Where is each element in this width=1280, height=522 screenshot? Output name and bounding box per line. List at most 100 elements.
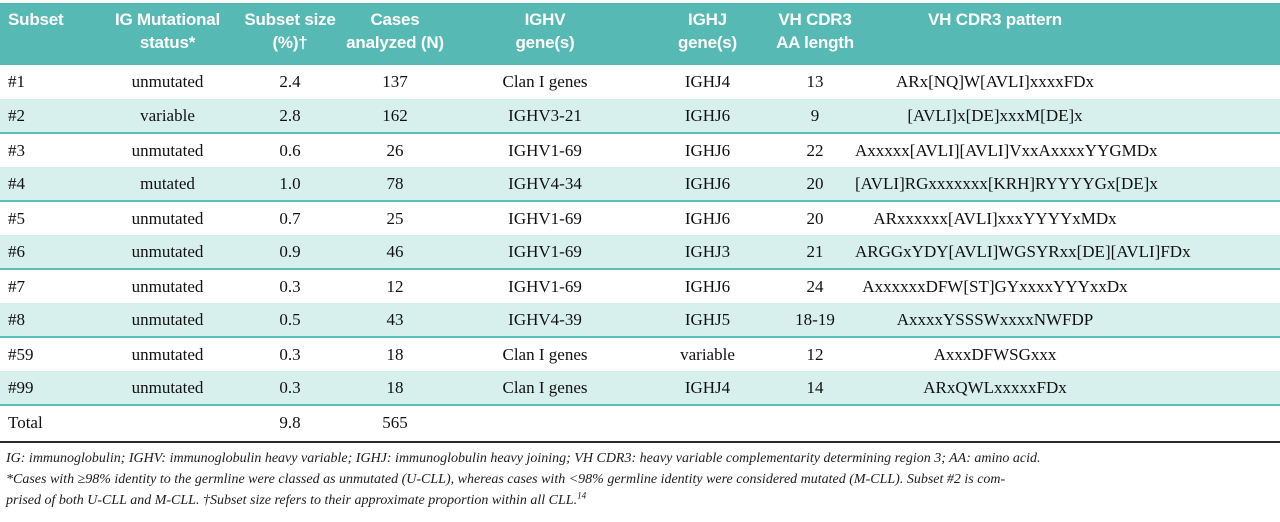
table-cell: 0.6 [279,140,301,160]
table-cell: unmutated [131,276,204,296]
table-cell: Total [8,412,43,432]
footnotes: IG: immunoglobulin; IGHV: immunoglobulin… [0,441,1280,511]
table-cell: Clan I genes [450,371,640,406]
col-header-ighv-genes: IGHV gene(s) [450,3,640,65]
table-header-row: Subset IG Mutational status* Subset size… [0,3,1280,65]
col-header-line: VH CDR3 [778,10,852,29]
table-cell: unmutated [95,371,240,406]
footnote-mutation-definition: *Cases with ≥98% identity to the germlin… [6,472,1006,487]
table-cell: IGHV1-69 [508,208,582,228]
table-cell: mutated [95,167,240,202]
table-cell: 9 [775,99,855,134]
table-cell: 20 [806,208,824,228]
cll-subsets-table: Subset IG Mutational status* Subset size… [0,3,1280,439]
table-cell: 18 [340,371,450,406]
table-cell: Clan I genes [502,344,588,364]
col-header-vh-cdr3-pattern: VH CDR3 pattern [855,3,1280,65]
table-cell: 25 [386,208,404,228]
table-row: #99 unmutated 0.3 18 Clan I genes IGHJ4 14 ARxQ… [0,371,1280,406]
table-cell: AxxxxxxDFW[ST]GYxxxxYYYxxDx [862,276,1128,296]
footnote-subset-size: prised of both U-CLL and M-CLL. †Subset … [6,490,1274,511]
table-row: #59 unmutated 0.3 18 Clan I genes variable 12 A… [0,337,1280,371]
total-row: Total 9.8 565 [0,405,1280,439]
table-cell [450,405,640,439]
footnote-abbreviations: IG: immunoglobulin; IGHV: immunoglobulin… [6,451,1041,466]
table-cell: 20 [775,167,855,202]
col-header-line: AA length [776,32,854,52]
table-cell: #59 [8,344,34,364]
table-cell: AxxxDFWSGxxx [933,344,1057,364]
table-row: #5 unmutated 0.7 25 IGHV1-69 IGHJ6 20 ARxxxxxx[… [0,201,1280,235]
table-cell: 21 [775,235,855,270]
table-cell: 24 [806,276,824,296]
table-cell: unmutated [95,303,240,338]
table-cell: [AVLI]RGxxxxxxx[KRH]RYYYYGx[DE]x [855,167,1280,202]
table-cell: ARxQWLxxxxxFDx [855,371,1280,406]
table-cell: AxxxxYSSSWxxxxNWFDP [855,303,1280,338]
table-cell: unmutated [131,208,204,228]
table-row: #2 variable 2.8 162 IGHV3-21 IGHJ6 9 [AVLI]x[DE… [0,99,1280,134]
col-header-subset-size: Subset size (%)† [240,3,340,65]
table-cell: IGHJ3 [640,235,775,270]
col-header-line: IG Mutational [114,10,221,29]
table-cell: 18 [386,344,404,364]
table-cell: 12 [806,344,824,364]
footnote-subset-size-text: prised of both U-CLL and M-CLL. †Subset … [6,493,578,508]
table-cell: #5 [8,208,25,228]
table-cell: unmutated [131,72,204,91]
table-cell: 162 [340,99,450,134]
table-cell: Clan I genes [502,72,588,91]
col-header-subset: Subset [0,3,95,65]
table-cell: #6 [0,235,95,270]
col-header-line: gene(s) [515,32,575,52]
table-cell: IGHV1-69 [508,140,582,160]
table-cell: IGHJ6 [640,99,775,134]
col-header-line: VH CDR3 pattern [928,10,1062,29]
table-cell: unmutated [95,235,240,270]
cll-subsets-table-figure: Subset IG Mutational status* Subset size… [0,3,1280,511]
table-cell: 0.3 [240,371,340,406]
table-cell: variable [680,344,735,364]
col-header-vh-cdr3-aa-length: VH CDR3 AA length [775,3,855,65]
table-cell [640,405,775,439]
table-row: #8 unmutated 0.5 43 IGHV4-39 IGHJ5 18-19 AxxxxY… [0,303,1280,338]
table-cell: 2.4 [279,72,301,91]
table-cell: 0.3 [279,344,301,364]
table-cell: ARx[NQ]W[AVLI]xxxxFDx [896,72,1094,91]
table-cell: unmutated [131,344,204,364]
table-cell: 46 [340,235,450,270]
table-cell: #4 [0,167,95,202]
table-cell: IGHJ4 [684,72,731,91]
table-row: #3 unmutated 0.6 26 IGHV1-69 IGHJ6 22 Axxxxx[AV… [0,133,1280,167]
table-cell: 1.0 [240,167,340,202]
table-cell: #3 [8,140,25,160]
col-header-line: IGHV [524,10,566,29]
table-cell: IGHV4-39 [450,303,640,338]
table-cell: #7 [8,276,25,296]
table-cell: #99 [0,371,95,406]
table-cell: #8 [0,303,95,338]
col-header-ighj-genes: IGHJ gene(s) [640,3,775,65]
table-cell: 18-19 [775,303,855,338]
table-cell: 137 [382,72,408,91]
table-cell: 22 [806,140,824,160]
table-cell [95,405,240,439]
table-cell: 2.8 [240,99,340,134]
table-cell: IGHV1-69 [450,235,640,270]
table-cell: #2 [0,99,95,134]
table-cell: 565 [382,412,408,432]
reference-superscript: 14 [577,490,587,501]
table-cell: IGHJ6 [684,140,731,160]
table-cell: 14 [775,371,855,406]
table-cell: IGHV4-34 [450,167,640,202]
col-header-line: analyzed (N) [346,32,444,52]
table-row: #6 unmutated 0.9 46 IGHV1-69 IGHJ3 21 ARGGxYDY[… [0,235,1280,270]
table-cell: 0.7 [279,208,301,228]
table-cell: ARGGxYDY[AVLI]WGSYRxx[DE][AVLI]FDx [855,235,1280,270]
table-cell: 43 [340,303,450,338]
table-cell: Axxxxx[AVLI][AVLI]VxxAxxxxYYGMDx [855,140,1158,160]
col-header-line: (%)† [272,32,308,52]
table-cell: IGHJ6 [684,208,731,228]
table-body: #1 unmutated 2.4 137 Clan I genes IGHJ4 13 ARx[… [0,65,1280,439]
table-cell: IGHV3-21 [450,99,640,134]
